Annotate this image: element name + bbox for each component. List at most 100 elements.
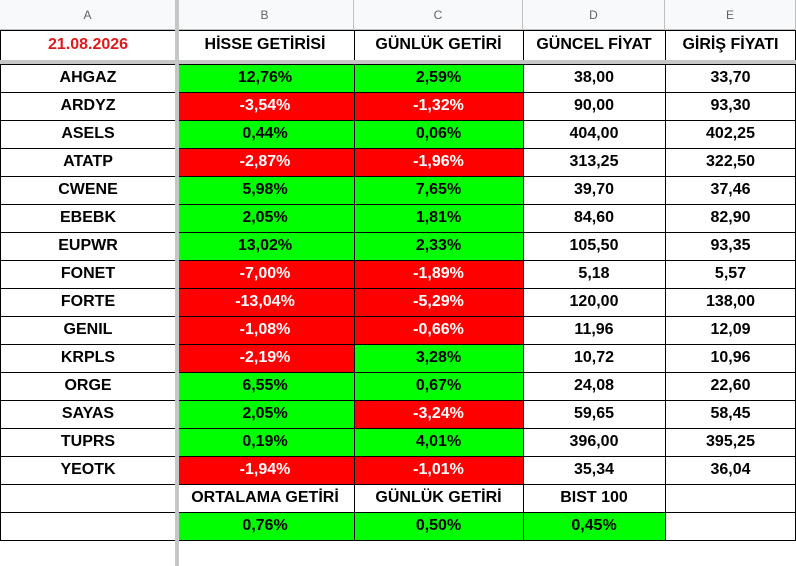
current-price-cell[interactable]: 39,70	[573, 181, 615, 198]
entry-price-cell[interactable]: 402,25	[706, 125, 755, 142]
stock-return-cell[interactable]: 6,55%	[176, 372, 354, 400]
entry-price-cell[interactable]: 93,35	[710, 237, 751, 254]
entry-price-cell[interactable]: 36,04	[710, 461, 751, 478]
current-price-cell[interactable]: 35,34	[573, 461, 615, 478]
current-price-cell[interactable]: 105,50	[569, 237, 619, 254]
ticker-cell[interactable]: FONET	[60, 265, 116, 282]
daily-return-cell[interactable]: 7,65%	[354, 176, 523, 204]
entry-price-cell[interactable]: 322,50	[706, 153, 755, 170]
daily-return-cell[interactable]: 2,33%	[354, 232, 523, 260]
entry-price-cell[interactable]: 37,46	[710, 181, 751, 198]
stock-return-cell[interactable]: -2,19%	[176, 344, 354, 372]
summary-label-cell[interactable]: ORTALAMA GETİRİ	[191, 489, 339, 506]
column-header-c[interactable]: C	[354, 0, 523, 30]
ticker-cell[interactable]: FORTE	[60, 293, 116, 310]
stock-return-cell[interactable]: 2,05%	[176, 400, 354, 428]
daily-return-cell[interactable]: 0,06%	[354, 120, 523, 148]
ticker-cell[interactable]: ARDYZ	[60, 97, 116, 114]
stock-return-cell[interactable]: -1,08%	[176, 316, 354, 344]
summary-value-cell[interactable]: 0,45%	[523, 512, 665, 540]
header-cell[interactable]: GÜNCEL FİYAT	[536, 36, 652, 53]
stock-return-cell[interactable]: 0,19%	[176, 428, 354, 456]
daily-return-cell[interactable]: -3,24%	[354, 400, 523, 428]
entry-price-cell[interactable]: 22,60	[710, 377, 751, 394]
entry-price-cell[interactable]: 93,30	[710, 97, 751, 114]
current-price-cell[interactable]: 38,00	[573, 69, 615, 86]
ticker-cell[interactable]: SAYAS	[61, 405, 115, 422]
daily-return-cell[interactable]: 4,01%	[354, 428, 523, 456]
stock-return-cell[interactable]: -1,94%	[176, 456, 354, 484]
current-price-cell[interactable]: 24,08	[573, 377, 615, 394]
current-price-cell[interactable]: 11,96	[574, 321, 614, 338]
ticker-cell[interactable]: TUPRS	[60, 433, 116, 450]
ticker-cell[interactable]: ASELS	[61, 125, 115, 142]
stock-return-cell[interactable]: 2,05%	[176, 204, 354, 232]
grid-line	[0, 372, 796, 373]
ticker-cell[interactable]: CWENE	[58, 181, 118, 198]
ticker-cell[interactable]: ORGE	[64, 377, 112, 394]
column-header-d[interactable]: D	[523, 0, 665, 30]
grid-line	[0, 540, 796, 541]
daily-return-cell[interactable]: -1,32%	[354, 92, 523, 120]
current-price-cell[interactable]: 313,25	[569, 153, 619, 170]
grid-line	[0, 260, 796, 261]
entry-price-cell[interactable]: 5,57	[714, 265, 747, 282]
grid-line	[0, 204, 796, 205]
entry-price-cell[interactable]: 138,00	[706, 293, 755, 310]
stock-return-cell[interactable]: -3,54%	[176, 92, 354, 120]
freeze-pane-column[interactable]	[175, 0, 179, 566]
daily-return-cell[interactable]: -1,89%	[354, 260, 523, 288]
daily-return-cell[interactable]: -5,29%	[354, 288, 523, 316]
date-cell[interactable]: 21.08.2026	[47, 36, 129, 53]
daily-return-cell[interactable]: 0,67%	[354, 372, 523, 400]
column-header-a[interactable]: A	[0, 0, 176, 30]
daily-return-cell[interactable]: 3,28%	[354, 344, 523, 372]
ticker-cell[interactable]: AHGAZ	[59, 69, 117, 86]
entry-price-cell[interactable]: 10,96	[710, 349, 751, 366]
daily-return-cell[interactable]: -1,01%	[354, 456, 523, 484]
summary-value-cell[interactable]: 0,50%	[354, 512, 523, 540]
column-header-b[interactable]: B	[176, 0, 354, 30]
header-cell[interactable]: HİSSE GETİRİSİ	[204, 36, 326, 53]
entry-price-cell[interactable]: 395,25	[706, 433, 755, 450]
header-cell[interactable]: GÜNLÜK GETİRİ	[375, 36, 502, 53]
daily-return-cell[interactable]: 2,59%	[354, 64, 523, 92]
entry-price-cell[interactable]: 82,90	[710, 209, 751, 226]
stock-return-cell[interactable]: -2,87%	[176, 148, 354, 176]
summary-label-cell[interactable]: GÜNLÜK GETİRİ	[375, 489, 502, 506]
grid-line	[0, 344, 796, 345]
column-header-e[interactable]: E	[665, 0, 796, 30]
stock-return-cell[interactable]: -13,04%	[176, 288, 354, 316]
summary-label-cell[interactable]: BIST 100	[560, 489, 628, 506]
daily-return-cell[interactable]: -0,66%	[354, 316, 523, 344]
current-price-cell[interactable]: 10,72	[573, 349, 615, 366]
stock-return-cell[interactable]: 0,44%	[176, 120, 354, 148]
current-price-cell[interactable]: 84,60	[573, 209, 615, 226]
current-price-cell[interactable]: 120,00	[569, 293, 619, 310]
daily-return-cell[interactable]: -1,96%	[354, 148, 523, 176]
stock-return-cell[interactable]: 13,02%	[176, 232, 354, 260]
current-price-cell[interactable]: 5,18	[578, 265, 610, 282]
stock-return-cell[interactable]: -7,00%	[176, 260, 354, 288]
current-price-cell[interactable]: 90,00	[573, 97, 615, 114]
current-price-cell[interactable]: 396,00	[569, 433, 619, 450]
current-price-cell[interactable]: 59,65	[573, 405, 615, 422]
freeze-pane-row[interactable]	[0, 60, 796, 64]
ticker-cell[interactable]: EUPWR	[58, 237, 118, 254]
grid-line	[0, 232, 796, 233]
stock-return-cell[interactable]: 5,98%	[176, 176, 354, 204]
ticker-cell[interactable]: KRPLS	[60, 349, 116, 366]
entry-price-cell[interactable]: 12,09	[710, 321, 751, 338]
summary-value-cell[interactable]: 0,76%	[176, 512, 354, 540]
stock-return-cell[interactable]: 12,76%	[176, 64, 354, 92]
ticker-cell[interactable]: GENIL	[63, 321, 113, 338]
current-price-cell[interactable]: 404,00	[569, 125, 619, 142]
ticker-cell[interactable]: EBEBK	[59, 209, 116, 226]
ticker-cell[interactable]: YEOTK	[60, 461, 116, 478]
entry-price-cell[interactable]: 33,70	[710, 69, 751, 86]
header-cell[interactable]: GİRİŞ FİYATI	[682, 36, 779, 53]
daily-return-cell[interactable]: 1,81%	[354, 204, 523, 232]
ticker-cell[interactable]: ATATP	[63, 153, 113, 170]
grid-line	[0, 428, 796, 429]
entry-price-cell[interactable]: 58,45	[710, 405, 751, 422]
